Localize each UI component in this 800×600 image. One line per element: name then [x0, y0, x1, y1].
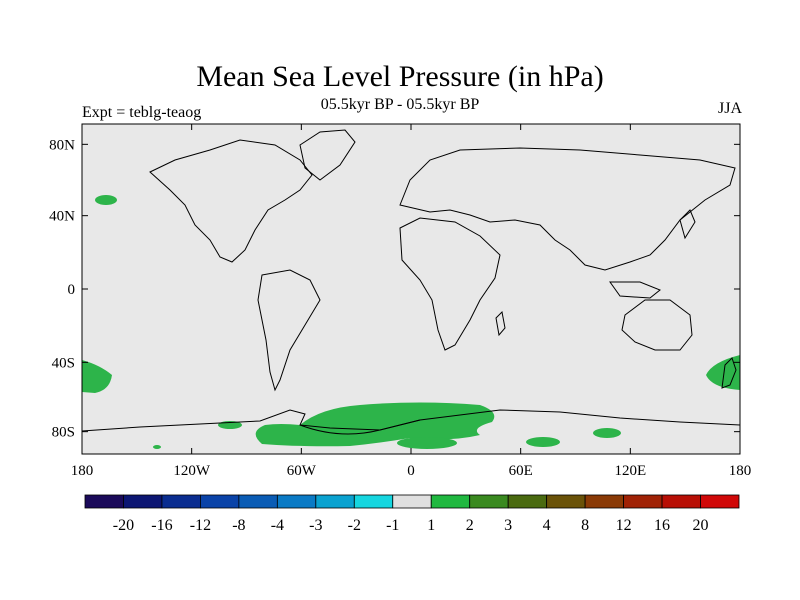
colorbar-swatch	[353, 494, 394, 509]
lon-tick-label: 60E	[509, 463, 533, 479]
colorbar-swatch	[661, 494, 701, 509]
coast-north-america	[149, 139, 313, 263]
colorbar-label: 16	[654, 517, 670, 534]
coast-greenland	[299, 129, 356, 181]
coast-eurasia	[399, 147, 736, 271]
lat-tick-label: 80S	[52, 425, 75, 441]
colorbar-swatch	[84, 494, 124, 509]
colorbar-label: 12	[616, 517, 632, 534]
colorbar-label: -1	[386, 517, 399, 534]
colorbar-swatch	[546, 494, 586, 509]
anomaly-patch-antarctic-south	[397, 437, 457, 449]
anomaly-patch-antarctic-far-east	[593, 428, 621, 438]
colorbar-swatch	[392, 494, 432, 509]
anomaly-patch-south-pacific-west	[82, 360, 112, 393]
lat-tick-label: 0	[68, 282, 76, 298]
colorbar-swatch	[238, 494, 278, 509]
page-title: Mean Sea Level Pressure (in hPa)	[196, 60, 604, 93]
colorbar-label: -2	[348, 517, 361, 534]
anomaly-regions	[82, 195, 740, 449]
lon-tick-label: 180	[71, 463, 94, 479]
colorbar-label: -4	[271, 517, 284, 534]
colorbar-swatch	[507, 494, 548, 509]
colorbar-swatch	[430, 494, 471, 509]
colorbar-swatch	[700, 494, 740, 509]
anomaly-patch-antarctic-east	[526, 437, 560, 447]
coast-australia	[621, 299, 693, 351]
colorbar-swatch	[161, 494, 201, 509]
colorbar-label: -16	[151, 517, 172, 534]
coast-new-zealand	[721, 357, 737, 389]
lat-tick-label: 40S	[52, 355, 75, 371]
anomaly-patch-small	[153, 445, 161, 449]
anomaly-patch-north-pacific	[95, 195, 117, 205]
subtitle: 05.5kyr BP - 05.5kyr BP	[320, 96, 480, 113]
season-label: JJA	[717, 100, 742, 117]
coast-africa	[399, 217, 501, 351]
lon-tick-label: 180	[729, 463, 752, 479]
coast-antarctic-ice-shelf	[299, 419, 421, 435]
colorbar-swatch	[276, 494, 317, 509]
latitude-ticks: 80N 40N 0 40S 80S	[49, 137, 740, 441]
lon-tick-label: 60W	[287, 463, 317, 479]
coast-indonesia	[609, 281, 661, 299]
colorbar-label: 1	[427, 517, 435, 534]
lon-tick-label: 120W	[173, 463, 211, 479]
colorbar-swatch	[123, 494, 163, 509]
colorbar-label: 3	[504, 517, 512, 534]
coast-japan	[679, 209, 696, 240]
lon-tick-label: 0	[407, 463, 415, 479]
colorbar-swatch	[200, 494, 240, 509]
colorbar-label: 4	[543, 517, 551, 534]
experiment-label: Expt = teblg-teaog	[82, 104, 202, 121]
colorbar-swatch	[623, 494, 663, 509]
coast-madagascar	[495, 310, 506, 337]
colorbar-label: -8	[232, 517, 245, 534]
colorbar-swatch	[469, 494, 509, 509]
coastlines	[81, 129, 741, 435]
lat-tick-label: 80N	[49, 137, 75, 153]
lat-tick-label: 40N	[49, 209, 75, 225]
colorbar-label: -3	[309, 517, 322, 534]
colorbar: -20 -16 -12 -8 -4 -3 -2 -1 1 2 3 4 8 12 16 20	[84, 494, 740, 534]
map-panel	[81, 123, 741, 455]
coast-south-america	[257, 269, 321, 392]
colorbar-swatch	[584, 494, 624, 509]
colorbar-label: 20	[693, 517, 709, 534]
colorbar-label: 8	[581, 517, 589, 534]
lon-tick-label: 120E	[614, 463, 646, 479]
colorbar-label: -12	[190, 517, 211, 534]
colorbar-label: 2	[466, 517, 474, 534]
colorbar-swatch	[315, 494, 355, 509]
longitude-ticks: 180 120W 60W 0 60E 120E 180	[71, 124, 752, 479]
colorbar-label: -20	[113, 517, 134, 534]
coast-antarctica	[81, 409, 741, 432]
anomaly-patch-antarctic-main	[255, 402, 495, 447]
